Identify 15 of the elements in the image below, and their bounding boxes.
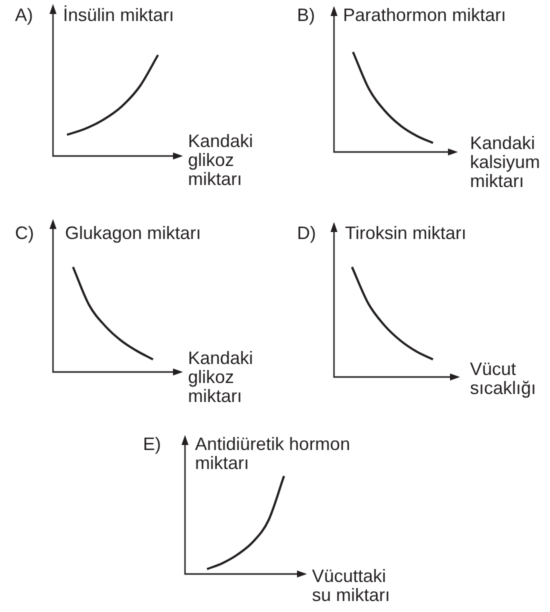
chart-title: A) bbox=[15, 5, 33, 25]
x-axis-title: Kandaki glikoz miktarı bbox=[188, 348, 254, 406]
y-axis-title: Parathormon miktarı bbox=[343, 5, 506, 25]
chart-title: E) bbox=[143, 434, 161, 454]
chart-title: C) bbox=[15, 223, 34, 243]
y-axis-title: Tiroksin miktarı bbox=[345, 223, 466, 243]
x-axis-title: Vücut sıcaklığı bbox=[470, 359, 536, 398]
chart-title: D) bbox=[297, 223, 316, 243]
x-axis-title: Kandaki kalsiyum miktarı bbox=[470, 133, 540, 191]
y-axis-title: Glukagon miktarı bbox=[65, 223, 202, 243]
x-axis-title: Kandaki glikoz miktarı bbox=[188, 131, 254, 189]
y-axis-title: Antidiüretik hormon miktarı bbox=[195, 434, 350, 473]
chart-title: B) bbox=[297, 5, 315, 25]
y-axis-title: İnsülin miktarı bbox=[63, 5, 174, 25]
x-axis-title: Vücuttaki su miktarı bbox=[312, 566, 390, 605]
